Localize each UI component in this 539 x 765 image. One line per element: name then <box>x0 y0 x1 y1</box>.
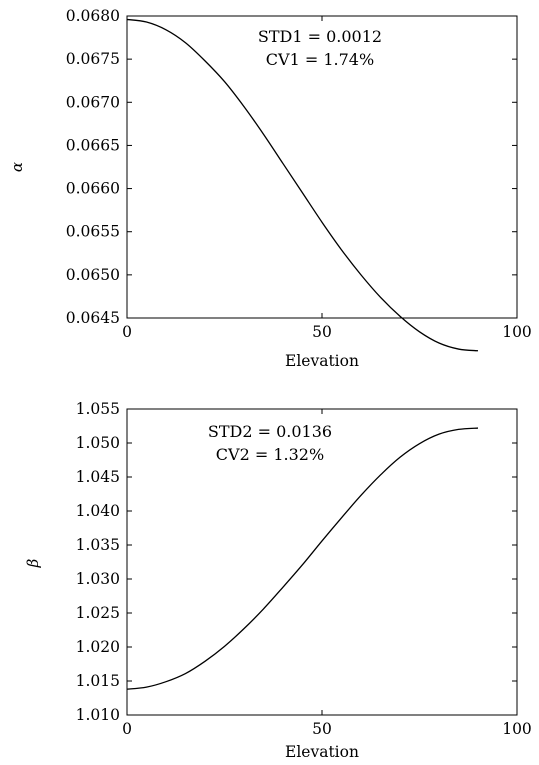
alpha-y-tick-label: 0.0650 <box>66 266 120 284</box>
alpha-y-tick-label: 0.0665 <box>66 136 120 154</box>
alpha-x-tick-label: 100 <box>502 323 532 341</box>
alpha-y-tick-label: 0.0645 <box>66 309 120 327</box>
alpha-std-annotation: STD1 = 0.0012 <box>258 27 382 46</box>
alpha-x-tick-label: 0 <box>122 323 132 341</box>
beta-y-axis-label: β <box>24 558 42 568</box>
beta-y-tick-label: 1.055 <box>76 400 120 418</box>
alpha-y-tick-label: 0.0660 <box>66 180 120 198</box>
beta-y-tick-label: 1.020 <box>76 638 120 656</box>
alpha-y-axis-label: α <box>8 162 26 172</box>
alpha-series <box>126 18 479 352</box>
beta-y-tick-label: 1.015 <box>76 672 120 690</box>
beta-ticks: 1.010 1.015 1.020 1.025 1.030 1.035 1.040 1.045… <box>76 400 532 738</box>
beta-x-tick-label: 50 <box>312 720 332 738</box>
alpha-ticks: 0.0645 0.0650 0.0655 0.0660 0.0665 0.0670 0.06… <box>66 7 532 341</box>
beta-chart: 1.010 1.015 1.020 1.025 1.030 1.035 1.040 1.045… <box>24 400 532 761</box>
alpha-y-tick-label: 0.0670 <box>66 93 120 111</box>
beta-y-tick-label: 1.045 <box>76 468 120 486</box>
beta-series-line <box>126 427 479 690</box>
beta-cv-annotation: CV2 = 1.32% <box>216 445 324 464</box>
beta-y-tick-label: 1.050 <box>76 434 120 452</box>
beta-y-tick-label: 1.040 <box>76 502 120 520</box>
beta-y-tick-label: 1.030 <box>76 570 120 588</box>
alpha-chart: 0.0645 0.0650 0.0655 0.0660 0.0665 0.0670 0.06… <box>8 7 532 370</box>
beta-x-axis-label: Elevation <box>285 743 359 761</box>
alpha-series-line <box>126 18 479 352</box>
alpha-x-tick-label: 50 <box>312 323 332 341</box>
beta-std-annotation: STD2 = 0.0136 <box>208 422 332 441</box>
alpha-y-tick-label: 0.0675 <box>66 50 120 68</box>
beta-x-tick-label: 0 <box>122 720 132 738</box>
beta-y-tick-label: 1.025 <box>76 604 120 622</box>
beta-series <box>126 427 479 690</box>
alpha-y-tick-label: 0.0655 <box>66 223 120 241</box>
beta-y-tick-label: 1.010 <box>76 706 120 724</box>
alpha-cv-annotation: CV1 = 1.74% <box>266 50 374 69</box>
beta-x-tick-label: 100 <box>502 720 532 738</box>
beta-y-tick-label: 1.035 <box>76 536 120 554</box>
alpha-x-axis-label: Elevation <box>285 352 359 370</box>
alpha-y-tick-label: 0.0680 <box>66 7 120 25</box>
